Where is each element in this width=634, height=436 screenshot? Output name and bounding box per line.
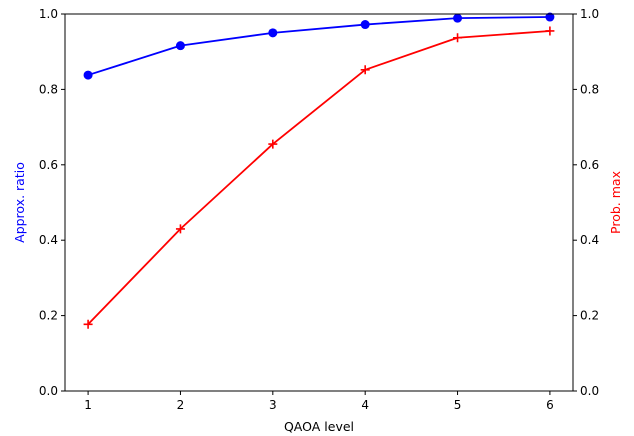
plot-area <box>65 14 573 391</box>
series-1-point-3 <box>268 28 278 38</box>
left-y-tick-label-1.0: 1.0 <box>39 7 58 21</box>
right-y-tick-label-0.2: 0.2 <box>580 309 599 323</box>
right-y-tick-label-0.6: 0.6 <box>580 158 599 172</box>
series-1-point-2 <box>175 41 185 51</box>
series-2-point-2 <box>175 224 185 234</box>
series-layer <box>83 12 555 329</box>
x-tick-label-3: 3 <box>269 398 277 412</box>
series-2-point-4 <box>360 65 370 75</box>
series-2-point-1 <box>83 319 93 329</box>
x-tick-label-4: 4 <box>361 398 369 412</box>
series-2-point-5 <box>453 33 463 43</box>
right-y-tick-label-0.0: 0.0 <box>580 384 599 398</box>
right-y-axis-label: Prob. max <box>608 171 623 234</box>
x-tick-label-1: 1 <box>84 398 92 412</box>
x-tick-label-2: 2 <box>177 398 185 412</box>
x-tick-label-6: 6 <box>546 398 554 412</box>
left-y-tick-label-0.4: 0.4 <box>39 233 58 247</box>
plot-frame <box>64 13 574 392</box>
axes-layer: 1 2 3 4 5 6 0.0 0.0 0.2 0.2 0.4 0.4 0.6 0.6 0.8 0.8 1.0 1… <box>39 7 599 412</box>
series-1-line <box>87 16 550 76</box>
right-y-tick-label-0.8: 0.8 <box>580 82 599 96</box>
right-y-tick-label-0.4: 0.4 <box>580 233 599 247</box>
series-1-point-1 <box>83 70 93 80</box>
series-1-point-4 <box>360 20 370 30</box>
x-tick-label-5: 5 <box>454 398 462 412</box>
series-1-point-5 <box>453 13 463 23</box>
left-y-tick-label-0.2: 0.2 <box>39 309 58 323</box>
series-1-point-6 <box>545 12 555 22</box>
series-2-line <box>87 30 550 325</box>
x-axis-label: QAOA level <box>284 419 354 434</box>
series-2-point-6 <box>545 26 555 36</box>
series-2-point-3 <box>268 139 278 149</box>
left-y-tick-label-0.0: 0.0 <box>39 384 58 398</box>
left-y-axis-label: Approx. ratio <box>12 162 27 243</box>
right-y-tick-label-1.0: 1.0 <box>580 7 599 21</box>
left-y-tick-label-0.8: 0.8 <box>39 82 58 96</box>
left-y-tick-label-0.6: 0.6 <box>39 158 58 172</box>
